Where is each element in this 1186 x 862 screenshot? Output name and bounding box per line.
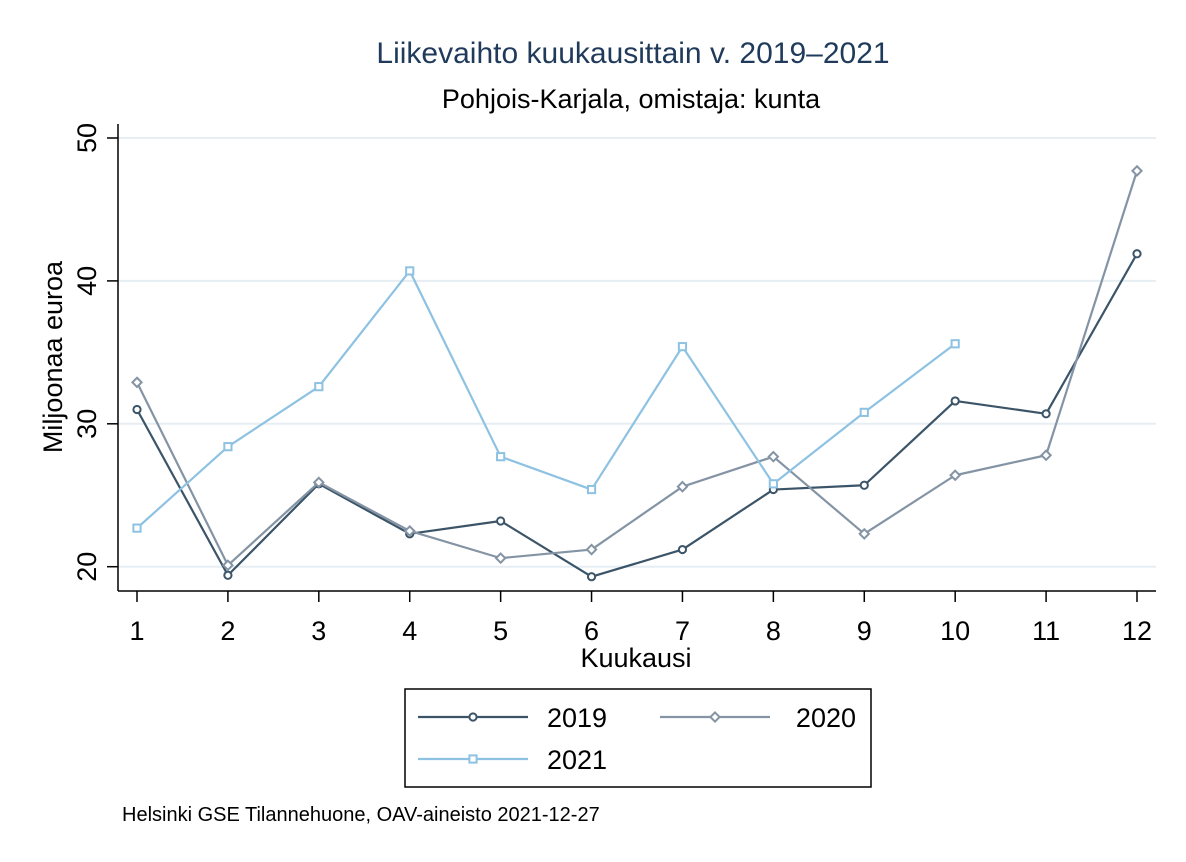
legend-label-2021: 2021 — [547, 745, 607, 775]
legend-marker-2019 — [468, 712, 478, 722]
x-tick-label-12: 12 — [1122, 616, 1152, 646]
series-2020 — [130, 164, 1144, 572]
series-line-2020 — [136, 170, 1139, 567]
y-axis-title: Miljoonaa euroa — [38, 260, 68, 453]
x-tick-label-4: 4 — [402, 616, 417, 646]
point-2020-8 — [767, 450, 780, 463]
point-2021-3 — [314, 382, 324, 392]
y-tick-label-40: 40 — [72, 266, 102, 296]
gridlines — [118, 137, 1156, 568]
point-2019-12 — [1132, 249, 1142, 259]
legend-item-2021: 2021 — [418, 745, 607, 775]
legend-item-2020: 2020 — [660, 703, 856, 733]
chart-title: Liikevaihto kuukausittain v. 2019–2021 — [376, 37, 889, 70]
source-note: Helsinki GSE Tilannehuone, OAV-aineisto … — [122, 804, 600, 826]
point-2019-7 — [677, 544, 688, 555]
legend-box — [404, 688, 872, 788]
x-tick-label-7: 7 — [675, 616, 690, 646]
x-tick-label-11: 11 — [1032, 616, 1060, 646]
point-2019-2 — [223, 570, 233, 580]
legend-label-2019: 2019 — [547, 703, 607, 733]
point-2019-5 — [496, 516, 506, 526]
point-2019-6 — [586, 572, 597, 582]
point-2021-1 — [132, 523, 142, 533]
point-2021-8 — [768, 479, 778, 489]
point-2020-2 — [221, 559, 234, 572]
series-2021 — [132, 266, 960, 533]
point-2020-11 — [1040, 449, 1053, 462]
x-tick-label-3: 3 — [311, 616, 326, 646]
point-2021-6 — [586, 484, 597, 495]
point-2020-10 — [949, 469, 962, 482]
point-2021-9 — [859, 407, 869, 417]
point-2021-2 — [223, 442, 233, 452]
x-tick-label-5: 5 — [493, 616, 508, 646]
point-2021-4 — [405, 266, 415, 276]
point-2019-11 — [1041, 409, 1051, 419]
legend-label-2020: 2020 — [796, 703, 856, 733]
point-2021-7 — [677, 342, 688, 352]
point-2020-9 — [858, 527, 871, 540]
y-tick-label-50: 50 — [72, 123, 102, 153]
point-2020-12 — [1130, 164, 1144, 177]
x-tick-label-8: 8 — [766, 616, 781, 646]
point-2020-1 — [130, 376, 144, 389]
series-line-2019 — [136, 253, 1138, 578]
legend-item-2019: 2019 — [418, 703, 607, 733]
legend: 2019 2020 2021 — [404, 688, 872, 788]
point-2020-7 — [676, 480, 689, 493]
point-2019-9 — [859, 480, 869, 490]
legend-marker-2020 — [708, 710, 722, 724]
point-2020-6 — [585, 543, 598, 556]
chart-subtitle: Pohjois-Karjala, omistaja: kunta — [442, 84, 821, 114]
y-axis-ticks: 20 30 40 50 — [72, 123, 118, 582]
y-tick-label-20: 20 — [72, 552, 102, 582]
x-tick-label-1: 1 — [129, 616, 144, 646]
point-2020-3 — [312, 476, 325, 489]
x-axis-title: Kuukausi — [580, 643, 691, 673]
point-2019-1 — [132, 404, 142, 415]
point-2021-10 — [950, 339, 960, 349]
point-2020-5 — [494, 552, 507, 565]
point-2019-10 — [950, 396, 960, 406]
x-tick-label-9: 9 — [857, 616, 872, 646]
y-tick-label-30: 30 — [72, 409, 102, 439]
x-axis-ticks: 1 2 3 4 5 6 7 8 9 10 11 12 — [129, 591, 1152, 646]
point-2021-5 — [496, 452, 506, 462]
x-tick-label-2: 2 — [220, 616, 235, 646]
x-tick-label-6: 6 — [584, 616, 599, 646]
series-layer — [130, 164, 1144, 582]
point-2020-4 — [403, 524, 416, 537]
legend-marker-2021 — [468, 754, 478, 764]
x-tick-label-10: 10 — [940, 616, 970, 646]
series-line-2021 — [136, 269, 956, 529]
